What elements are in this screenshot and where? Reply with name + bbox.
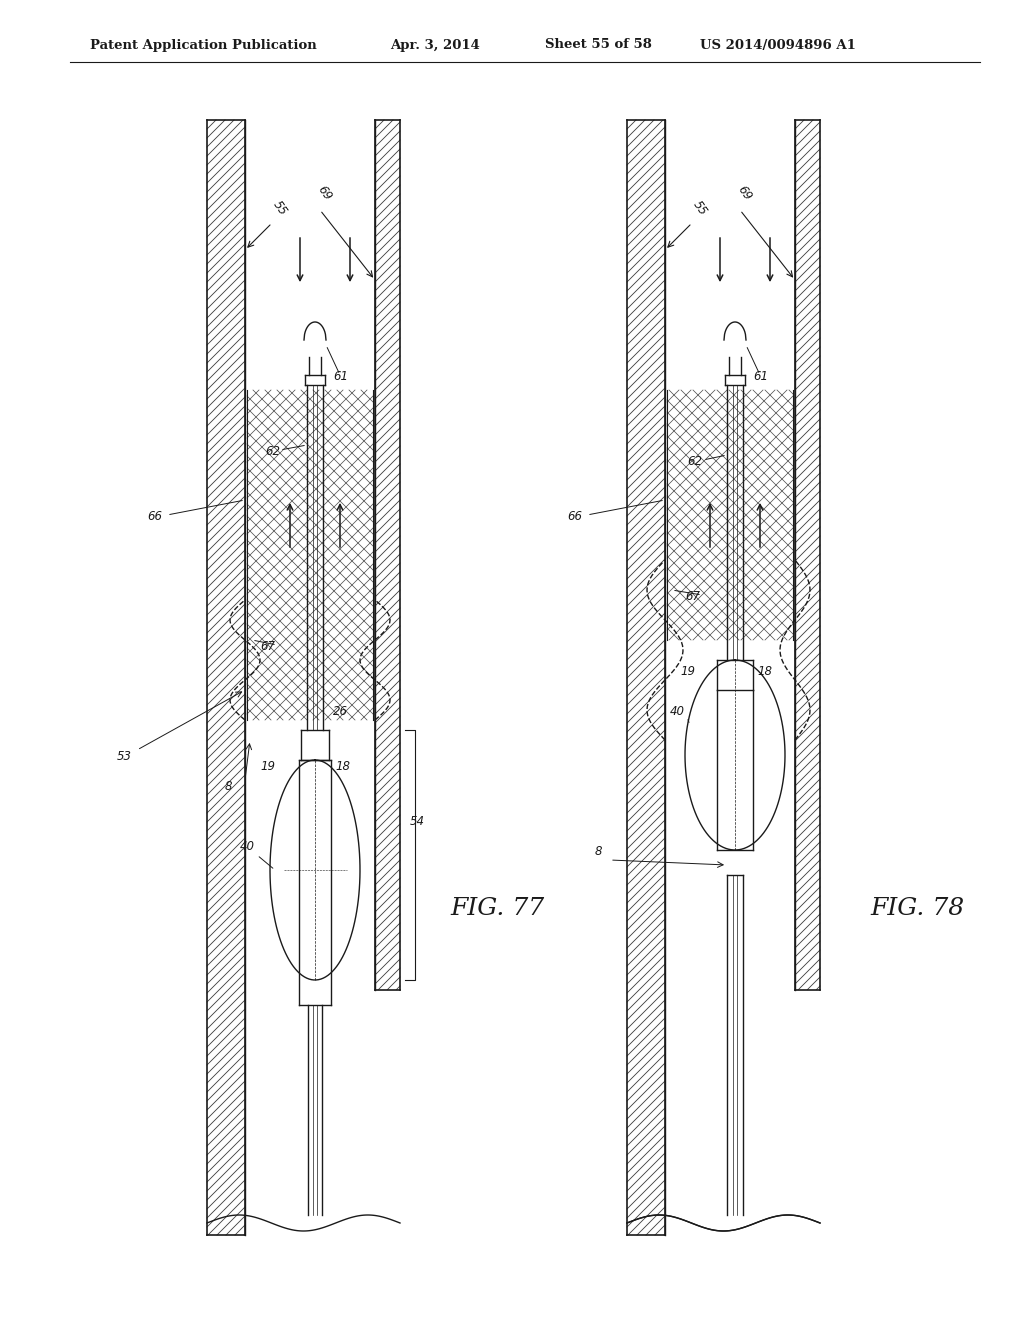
- Text: 40: 40: [670, 705, 685, 718]
- Text: 69: 69: [735, 183, 755, 203]
- Text: 67: 67: [260, 640, 275, 653]
- Text: 53: 53: [117, 750, 132, 763]
- Text: 18: 18: [757, 665, 772, 678]
- Text: 19: 19: [260, 760, 275, 774]
- Text: 26: 26: [333, 705, 348, 718]
- Text: 66: 66: [147, 510, 162, 523]
- Text: 8: 8: [225, 780, 232, 793]
- Text: 62: 62: [265, 445, 280, 458]
- Text: 61: 61: [753, 370, 768, 383]
- Text: FIG. 77: FIG. 77: [450, 898, 544, 920]
- Text: 18: 18: [335, 760, 350, 774]
- Text: 62: 62: [687, 455, 702, 469]
- Text: FIG. 78: FIG. 78: [870, 898, 965, 920]
- Text: 55: 55: [690, 198, 710, 218]
- Text: 69: 69: [315, 183, 334, 203]
- Text: 8: 8: [595, 845, 602, 858]
- Text: US 2014/0094896 A1: US 2014/0094896 A1: [700, 38, 856, 51]
- Text: 55: 55: [270, 198, 289, 218]
- Text: 61: 61: [333, 370, 348, 383]
- Text: Sheet 55 of 58: Sheet 55 of 58: [545, 38, 652, 51]
- Text: 66: 66: [567, 510, 582, 523]
- Text: 40: 40: [240, 840, 255, 853]
- Text: Apr. 3, 2014: Apr. 3, 2014: [390, 38, 480, 51]
- Text: Patent Application Publication: Patent Application Publication: [90, 38, 316, 51]
- Text: 19: 19: [680, 665, 695, 678]
- Text: 67: 67: [685, 590, 700, 603]
- Text: 54: 54: [410, 814, 425, 828]
